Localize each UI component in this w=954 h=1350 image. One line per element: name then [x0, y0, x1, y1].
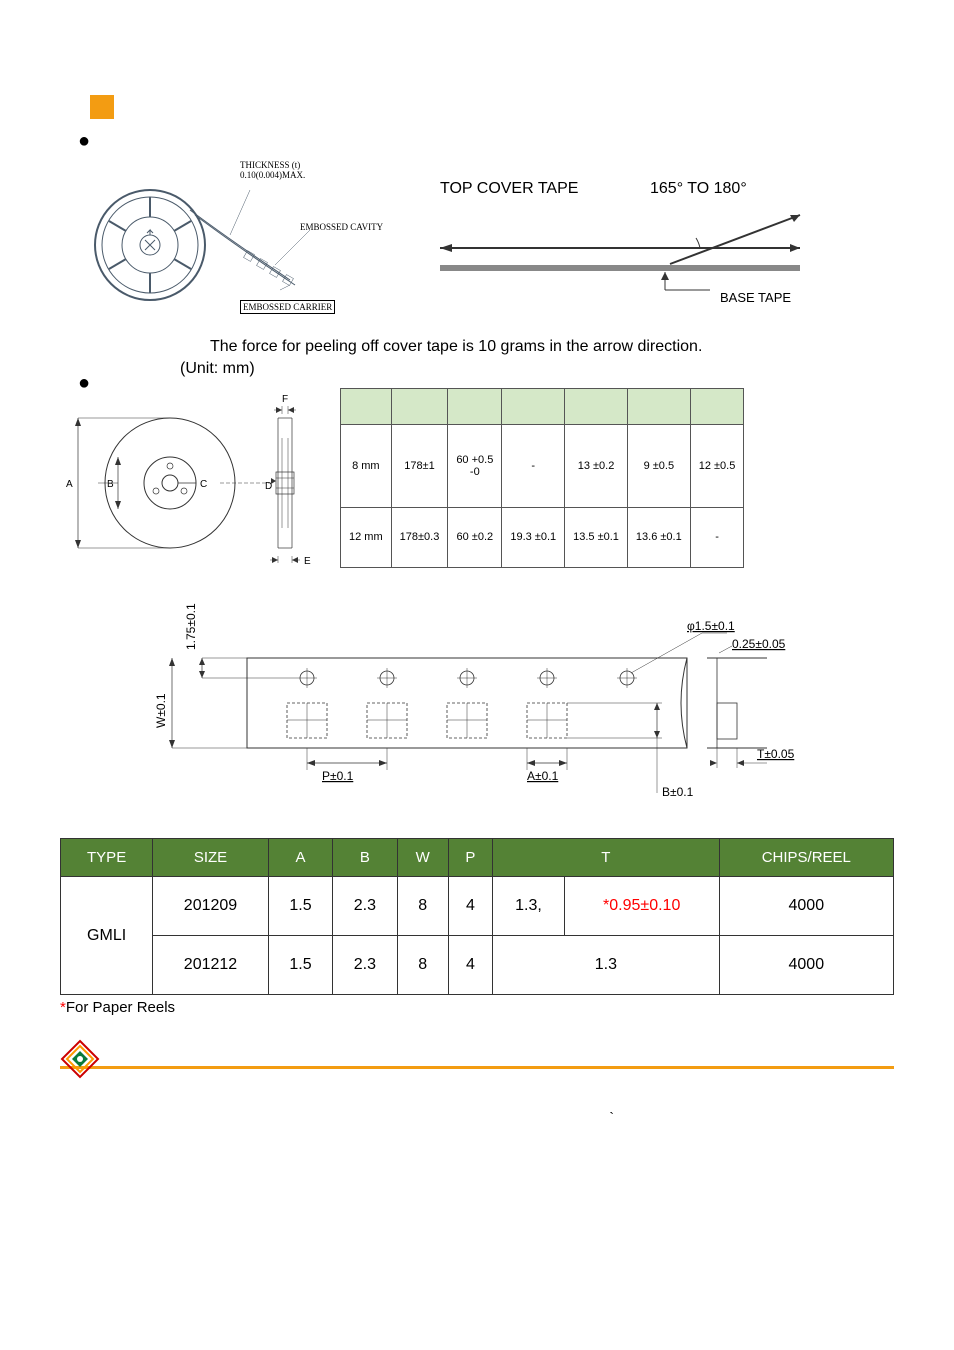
- reel-th-a: [391, 389, 448, 425]
- thickness-label: THICKNESS (t) 0.10(0.004)MAX.: [240, 160, 305, 180]
- cell: 201212: [153, 936, 269, 995]
- svg-text:A: A: [66, 479, 73, 490]
- cell: 4000: [719, 877, 893, 936]
- peeling-force-note: The force for peeling off cover tape is …: [210, 338, 894, 356]
- reel-th-f: [690, 389, 744, 425]
- svg-text:E: E: [304, 556, 311, 567]
- cell: *0.95±0.10: [564, 877, 719, 936]
- cell: 1.5: [268, 936, 332, 995]
- cell: 1.3,: [493, 877, 565, 936]
- table-row: GMLI 201209 1.5 2.3 8 4 1.3, *0.95±0.10 …: [61, 877, 894, 936]
- reel-th-d: [565, 389, 628, 425]
- cell: 178±1: [391, 425, 448, 508]
- embossed-reel-diagram: THICKNESS (t) 0.10(0.004)MAX. EMBOSSED C…: [60, 160, 390, 330]
- reel-th-blank: [341, 389, 392, 425]
- cell: 19.3 ±0.1: [502, 507, 565, 568]
- cell: 12 ±0.5: [690, 425, 744, 508]
- th-type: TYPE: [61, 839, 153, 877]
- svg-text:1.75±0.1: 1.75±0.1: [184, 603, 198, 650]
- svg-text:W±0.1: W±0.1: [154, 693, 168, 728]
- table-row: 8 mm 178±1 60 +0.5-0 - 13 ±0.2 9 ±0.5 12…: [341, 425, 744, 508]
- cell: 13.5 ±0.1: [565, 507, 628, 568]
- cell: 8: [397, 936, 448, 995]
- tape-cross-section-diagram: 1.75±0.1 W±0.1 P±0.1 A±0.1 B±0.1: [127, 598, 827, 818]
- embossed-carrier-label: EMBOSSED CARRIER: [240, 300, 335, 314]
- cell: 8 mm: [341, 425, 392, 508]
- reel-th-c: [502, 389, 565, 425]
- cell: 13 ±0.2: [565, 425, 628, 508]
- top-cover-tape-label: TOP COVER TAPE: [440, 180, 578, 198]
- th-b: B: [333, 839, 397, 877]
- cell: 4000: [719, 936, 893, 995]
- cell: 1.5: [268, 877, 332, 936]
- th-size: SIZE: [153, 839, 269, 877]
- cell: 8: [397, 877, 448, 936]
- svg-text:0.25±0.05: 0.25±0.05: [732, 637, 786, 651]
- th-w: W: [397, 839, 448, 877]
- svg-text:B: B: [107, 479, 114, 490]
- footnote: *For Paper Reels: [60, 999, 894, 1016]
- reel-dim-svg: A B C D: [60, 388, 320, 578]
- orange-accent-square: [90, 95, 114, 119]
- cell: 1.3: [493, 936, 719, 995]
- embossed-cavity-label: EMBOSSED CAVITY: [300, 222, 383, 232]
- table-row: 201212 1.5 2.3 8 4 1.3 4000: [61, 936, 894, 995]
- svg-text:A±0.1: A±0.1: [527, 769, 559, 783]
- svg-text:φ1.5±0.1: φ1.5±0.1: [687, 619, 735, 633]
- base-tape-label: BASE TAPE: [720, 290, 791, 305]
- cell: 4: [448, 877, 492, 936]
- main-spec-table: TYPE SIZE A B W P T CHIPS/REEL GMLI 2012…: [60, 838, 894, 995]
- th-chips: CHIPS/REEL: [719, 839, 893, 877]
- reel-dimension-diagram: A B C D: [60, 388, 320, 568]
- cell: 2.3: [333, 936, 397, 995]
- cell: 60 ±0.2: [448, 507, 502, 568]
- cell: 13.6 ±0.1: [627, 507, 690, 568]
- cell: 60 +0.5-0: [448, 425, 502, 508]
- cell: 201209: [153, 877, 269, 936]
- reel-tape-diagrams: THICKNESS (t) 0.10(0.004)MAX. EMBOSSED C…: [60, 160, 894, 330]
- cell: 2.3: [333, 877, 397, 936]
- cell: 178±0.3: [391, 507, 448, 568]
- page-footer: `: [60, 1066, 894, 1079]
- tape-cross-svg: 1.75±0.1 W±0.1 P±0.1 A±0.1 B±0.1: [127, 598, 827, 818]
- svg-text:C: C: [200, 479, 207, 490]
- reel-th-e: [627, 389, 690, 425]
- bullet-1: ●: [78, 130, 90, 153]
- cell: 9 ±0.5: [627, 425, 690, 508]
- cell: -: [690, 507, 744, 568]
- peel-angle-label: 165° TO 180°: [650, 180, 747, 198]
- svg-text:B±0.1: B±0.1: [662, 785, 694, 799]
- th-a: A: [268, 839, 332, 877]
- svg-text:F: F: [282, 394, 288, 405]
- cell-type: GMLI: [61, 877, 153, 995]
- cell: 4: [448, 936, 492, 995]
- th-p: P: [448, 839, 492, 877]
- reel-dimensions-table: 8 mm 178±1 60 +0.5-0 - 13 ±0.2 9 ±0.5 12…: [340, 388, 744, 568]
- footer-logo-icon: [60, 1039, 100, 1079]
- th-t: T: [493, 839, 719, 877]
- svg-text:T±0.05: T±0.05: [757, 747, 795, 761]
- cell: -: [502, 425, 565, 508]
- unit-label: (Unit: mm): [180, 360, 894, 378]
- svg-text:P±0.1: P±0.1: [322, 769, 354, 783]
- cell: 12 mm: [341, 507, 392, 568]
- cover-tape-peel-diagram: TOP COVER TAPE 165° TO 180° BASE TAPE: [420, 160, 820, 330]
- reel-dimensions-section: A B C D: [60, 388, 894, 568]
- footer-tick: `: [609, 1109, 614, 1125]
- table-row: 12 mm 178±0.3 60 ±0.2 19.3 ±0.1 13.5 ±0.…: [341, 507, 744, 568]
- reel-th-b: [448, 389, 502, 425]
